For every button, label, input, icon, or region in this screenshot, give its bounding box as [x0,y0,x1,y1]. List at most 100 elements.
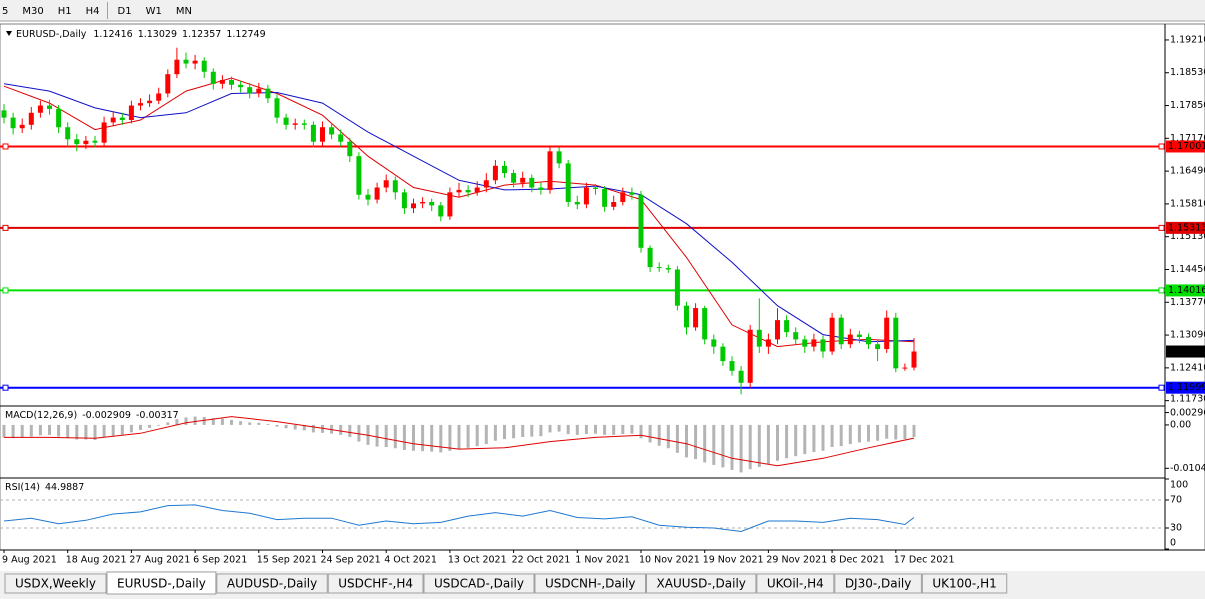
timeframe-button[interactable]: D1 [118,6,132,17]
timeframe-button[interactable]: MN [176,6,192,17]
tab-label[interactable]: USDX,Weekly [15,577,96,591]
candle-body [338,134,344,142]
tab-box[interactable] [646,573,757,594]
candle-body [483,180,489,188]
tab-box[interactable] [423,573,535,594]
symbol-title: EURUSD-,Daily [16,29,87,40]
candle-body [10,117,16,129]
rsi-value: 44.9887 [45,482,84,493]
open-value: 1.12416 [93,29,132,40]
macd-bar [566,424,570,435]
macd-bar [257,422,261,425]
macd-bar [220,418,224,425]
price-box [1166,345,1205,358]
macd-bar [730,424,734,470]
tab-box[interactable] [921,573,1008,594]
tab-label[interactable]: USDCHF-,H4 [338,577,413,591]
x-tick-label: 10 Nov 2021 [639,555,700,566]
candle-body [820,339,826,352]
y-tick-label: 1.17170 [1170,133,1205,144]
timeframe-button[interactable]: H1 [58,6,72,17]
y-tick-label: 0.00 [1170,419,1191,430]
tab-box[interactable] [834,573,922,594]
candle-body [301,123,307,125]
chart-frame [0,23,1205,551]
x-tick-label: 27 Aug 2021 [129,555,190,566]
x-tick-label: 19 Nov 2021 [703,555,764,566]
tab-label[interactable]: USDCNH-,Daily [545,577,636,591]
plot: 1.19210 1.18530 1.17850 1.17170 1.16490 1.158… [0,34,1205,566]
tab-box[interactable] [106,571,217,595]
candle-body [547,151,553,190]
x-tick-label: 29 Nov 2021 [766,555,827,566]
y-tick-label: 1.13090 [1170,330,1205,341]
timeframe-button[interactable]: W1 [146,6,162,17]
macd-bar [48,424,51,435]
macd-bar [293,424,297,430]
candle-body [602,188,608,207]
macd-bar [821,424,825,451]
timeframe-button[interactable]: 5 [2,6,8,17]
macd-bar [421,424,425,452]
macd-bar [75,424,79,440]
candle-body [401,192,407,209]
candle-body [620,192,626,202]
macd-bar [857,424,861,443]
signal-value: -0.00317 [136,410,179,421]
tab-label[interactable]: UK100-,H1 [932,577,996,591]
macd-bar [211,418,215,425]
tab-box[interactable] [534,573,647,594]
candle-body [502,165,507,174]
macd-bar [621,424,625,435]
y-tick-label: 30 [1170,523,1182,534]
tab-box[interactable] [4,573,107,594]
candle-body [629,192,635,195]
main-header: EURUSD-,Daily 1.12416 1.13029 1.12357 1.… [16,29,266,40]
candle-body [283,117,289,125]
tab-box[interactable] [327,573,424,594]
tab-label[interactable]: DJ30-,Daily [845,577,912,591]
timeframe-button[interactable]: M30 [22,6,43,17]
tab-label[interactable]: XAUUSD-,Daily [657,577,746,591]
tab-label[interactable]: AUDUSD-,Daily [227,577,317,591]
candle-body [474,187,480,193]
timeframe-bar: 5 M30 H1 H4 D1 W1 MN [2,2,192,19]
y-tick-label: 1.13770 [1170,297,1205,308]
macd-bar [694,424,698,460]
indicator-line [3,504,915,533]
y-tick-label: 1.19210 [1170,34,1205,45]
candle-body [247,87,253,94]
macd-bar [594,424,597,434]
macd-bar [384,424,388,447]
macd-bar [776,424,779,461]
candle-body [438,205,444,217]
x-tick-label: 4 Oct 2021 [384,555,437,566]
candle-body [565,163,571,202]
macd-bar [175,419,179,425]
current-price: 1.12749 [1168,346,1205,357]
macd-bar [703,424,707,463]
candle-body [420,201,426,204]
candle-body [529,177,535,188]
macd-bar [2,424,6,438]
tab-box[interactable] [756,573,835,594]
candle-body [392,180,398,193]
candle-body [793,332,799,340]
x-tick-label: 8 Dec 2021 [830,555,885,566]
x-tick-label: 9 Aug 2021 [2,555,57,566]
y-tick-label: 1.14450 [1170,264,1205,275]
candle-body [37,105,43,113]
timeframe-button[interactable]: H4 [86,6,100,17]
candle-body [720,346,726,362]
candle-body [811,339,817,347]
candle-body [856,334,862,338]
macd-bar [885,424,889,439]
x-tick-label: 13 Oct 2021 [448,555,507,566]
tab-box[interactable] [216,573,328,594]
macd-bar [57,424,61,437]
tab-label[interactable]: UKOil-,H4 [767,577,824,591]
tab-label[interactable]: EURUSD-,Daily [117,577,206,591]
tab-label[interactable]: USDCAD-,Daily [434,577,524,591]
x-tick-label: 22 Oct 2021 [512,555,571,566]
level-label: 1.15313 [1168,222,1205,233]
